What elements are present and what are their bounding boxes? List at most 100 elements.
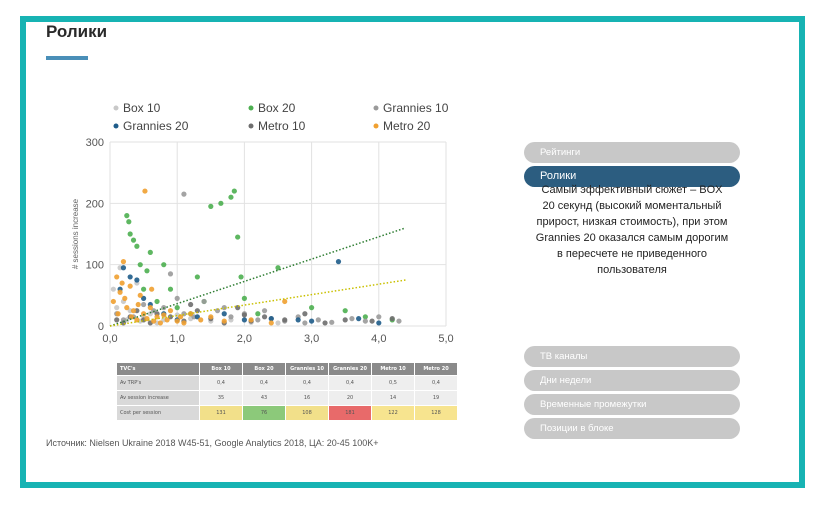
data-point bbox=[114, 317, 120, 323]
data-point bbox=[141, 295, 147, 301]
data-point bbox=[241, 312, 247, 318]
y-axis-label: # sessions increase bbox=[71, 198, 80, 269]
nav-videos-button[interactable]: Ролики bbox=[524, 166, 740, 187]
table-cell: 131 bbox=[199, 405, 243, 421]
table-row: Av TRP's 0,4 0,4 0,4 0,4 0,5 0,4 bbox=[116, 375, 458, 391]
data-point bbox=[151, 308, 157, 314]
data-point bbox=[122, 295, 128, 301]
data-point bbox=[128, 314, 135, 320]
page-title: Ролики bbox=[46, 22, 108, 41]
nav-ratings-button[interactable]: Рейтинги bbox=[524, 142, 740, 163]
data-point bbox=[141, 286, 147, 292]
table-cell: 128 bbox=[414, 405, 458, 421]
data-point bbox=[201, 298, 207, 305]
data-point bbox=[362, 314, 368, 320]
data-point bbox=[342, 317, 348, 323]
data-point bbox=[147, 311, 153, 317]
y-tick-label: 300 bbox=[86, 137, 104, 149]
data-point bbox=[167, 308, 174, 314]
data-point bbox=[181, 311, 187, 317]
legend-marker bbox=[113, 105, 119, 111]
data-point bbox=[188, 301, 194, 308]
table-header-cell: Box 20 bbox=[242, 362, 286, 376]
data-point bbox=[141, 311, 147, 317]
data-point bbox=[134, 277, 140, 283]
data-point bbox=[315, 317, 321, 323]
data-point bbox=[161, 262, 167, 268]
table-cell: 35 bbox=[199, 390, 243, 406]
data-point bbox=[157, 320, 163, 326]
table-row-label: Cost per session bbox=[116, 405, 200, 421]
source-note: Источник: Nielsen Ukraine 2018 W45-51, G… bbox=[46, 438, 379, 448]
data-point bbox=[194, 274, 200, 280]
data-point bbox=[174, 305, 180, 311]
data-point bbox=[127, 231, 133, 237]
data-point bbox=[228, 314, 234, 320]
data-point bbox=[255, 317, 261, 323]
data-point bbox=[120, 265, 127, 271]
data-point bbox=[198, 317, 204, 323]
table-cell: 0,5 bbox=[371, 375, 415, 391]
table-header-cell: Box 10 bbox=[199, 362, 243, 376]
data-point bbox=[110, 298, 116, 305]
data-point bbox=[154, 314, 160, 320]
nav-weekdays-button[interactable]: Дни недели bbox=[524, 370, 740, 391]
data-point bbox=[221, 311, 227, 317]
data-point bbox=[174, 318, 180, 324]
data-point bbox=[124, 213, 130, 219]
chart-panel: Box 10 Box 20 Grannies 10 Grannies 20 Metro … bbox=[46, 80, 476, 421]
data-point bbox=[248, 317, 254, 323]
data-point bbox=[167, 286, 174, 292]
data-point bbox=[356, 316, 362, 322]
data-point bbox=[147, 249, 153, 255]
legend-marker bbox=[113, 123, 119, 129]
x-tick-label: 5,0 bbox=[438, 333, 453, 345]
data-point bbox=[161, 312, 167, 318]
table-row-label: Av session increase bbox=[116, 390, 200, 406]
data-point bbox=[174, 295, 180, 301]
trend-line bbox=[109, 279, 406, 327]
data-point bbox=[218, 200, 224, 206]
x-tick-label: 1,0 bbox=[170, 333, 185, 345]
table-cell: 0,4 bbox=[285, 375, 329, 391]
table-cell: 0,4 bbox=[328, 375, 372, 391]
table-row: Av session increase 35 43 16 20 14 19 bbox=[116, 390, 458, 406]
legend-label: Grannies 10 bbox=[383, 101, 449, 115]
table-header-cell: Grannies 10 bbox=[285, 362, 329, 376]
data-point bbox=[130, 237, 137, 243]
data-point bbox=[137, 262, 143, 268]
table-cell: 0,4 bbox=[414, 375, 458, 391]
data-point bbox=[241, 317, 247, 323]
data-point bbox=[208, 203, 214, 209]
data-point bbox=[396, 318, 402, 324]
data-point bbox=[369, 318, 375, 324]
data-point bbox=[134, 243, 140, 249]
table-header-cell: Grannies 20 bbox=[328, 362, 372, 376]
data-point bbox=[164, 317, 170, 323]
nav-tv-channels-button[interactable]: ТВ каналы bbox=[524, 346, 740, 367]
table-header-row: TVC's Box 10 Box 20 Grannies 10 Grannies 20 M… bbox=[116, 362, 458, 376]
table-header-cell: Metro 10 bbox=[371, 362, 415, 376]
data-point bbox=[349, 316, 355, 322]
data-point bbox=[376, 314, 382, 320]
table-cell: 122 bbox=[371, 405, 415, 421]
data-point bbox=[362, 318, 368, 324]
legend-label: Metro 10 bbox=[258, 119, 306, 133]
data-point bbox=[137, 292, 143, 298]
table-header-cell: Metro 20 bbox=[414, 362, 458, 376]
legend-marker bbox=[373, 123, 379, 129]
data-point bbox=[144, 268, 150, 274]
table-cell: 0,4 bbox=[199, 375, 243, 391]
nav-block-position-button[interactable]: Позиции в блоке bbox=[524, 418, 740, 439]
nav-time-slots-button[interactable]: Временные промежутки bbox=[524, 394, 740, 415]
data-point bbox=[115, 311, 121, 317]
data-point bbox=[194, 314, 200, 320]
data-point bbox=[127, 283, 133, 289]
data-point bbox=[228, 194, 234, 200]
data-point bbox=[238, 274, 244, 280]
data-point bbox=[181, 320, 187, 326]
description-text: Самый эффективный сюжет – BOX 20 секунд … bbox=[535, 184, 729, 276]
table-cell: 14 bbox=[371, 390, 415, 406]
legend-label: Metro 20 bbox=[383, 119, 431, 133]
legend-label: Box 20 bbox=[258, 101, 296, 115]
